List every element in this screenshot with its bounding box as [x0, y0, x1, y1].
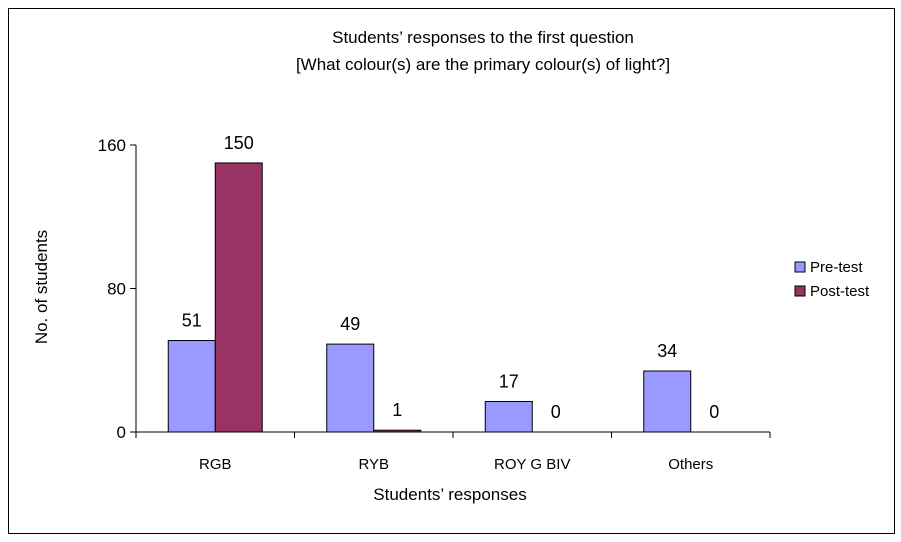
plot-area: 0 80 160 RGB 51 150 RYB 49 1 ROY G BIV 17 0 Others 34…: [98, 133, 771, 473]
x-tick-label: Others: [668, 456, 713, 473]
bar: [373, 429, 422, 433]
chart-frame: [8, 8, 895, 534]
bar: [643, 370, 692, 433]
legend-swatch: [794, 261, 806, 273]
chart-subtitle: [What colour(s) are the primary colour(s…: [296, 55, 670, 74]
legend: Pre-test Post-test: [794, 259, 870, 300]
data-label: 34: [657, 341, 677, 361]
x-axis-label: Students’ responses: [373, 485, 526, 504]
y-tick-label: 80: [107, 280, 126, 299]
data-label: 0: [551, 402, 561, 422]
bar: [167, 340, 216, 433]
bar: [484, 401, 533, 433]
y-tick-label: 160: [98, 136, 126, 155]
x-tick-label: RYB: [358, 456, 389, 473]
bar: [214, 162, 263, 433]
data-label: 49: [340, 314, 360, 334]
chart-title: Students’ responses to the first questio…: [332, 28, 634, 47]
data-label: 1: [392, 400, 402, 420]
legend-label: Post-test: [810, 283, 870, 300]
data-label: 0: [709, 402, 719, 422]
data-label: 51: [182, 311, 202, 331]
data-label: 17: [499, 372, 519, 392]
legend-label: Pre-test: [810, 259, 863, 276]
y-axis-label: No. of students: [32, 230, 51, 344]
y-tick-label: 0: [117, 423, 126, 442]
data-label: 150: [224, 133, 254, 153]
legend-swatch: [794, 285, 806, 297]
bar: [326, 343, 375, 433]
x-tick-label: ROY G BIV: [494, 456, 570, 473]
x-tick-label: RGB: [199, 456, 232, 473]
